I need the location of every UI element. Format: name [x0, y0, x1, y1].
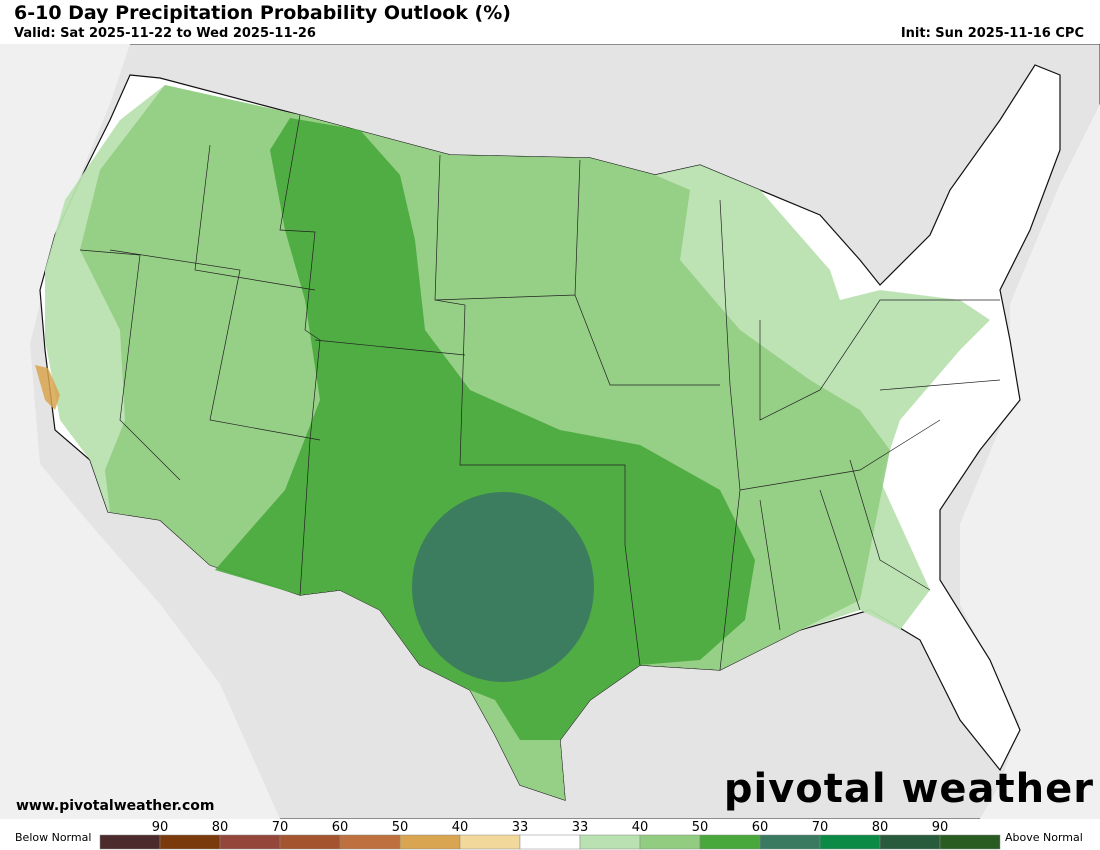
legend-tick-label: 60 — [752, 820, 769, 835]
legend-tick-label: 80 — [212, 820, 229, 835]
legend-swatch — [939, 834, 1001, 850]
legend-tick-label: 33 — [512, 820, 529, 835]
legend-tick-label: 70 — [272, 820, 289, 835]
outlook-area-below-33-40 — [35, 365, 60, 410]
legend-swatch — [879, 834, 941, 850]
outlook-area-50-60 — [215, 118, 755, 740]
legend-left-label: Below Normal — [15, 831, 91, 844]
legend-swatch — [339, 834, 401, 850]
atlantic-ocean — [960, 104, 1100, 819]
legend-tick-label: 90 — [932, 820, 949, 835]
legend-swatch — [159, 834, 221, 850]
state-borders — [79, 114, 1001, 671]
legend-tick-label: 33 — [572, 820, 589, 835]
legend-right-label: Above Normal — [1005, 831, 1083, 844]
legend-tick-label: 40 — [632, 820, 649, 835]
legend-tick-label: 70 — [812, 820, 829, 835]
legend-swatch — [819, 834, 881, 850]
legend-tick-label: 50 — [692, 820, 709, 835]
outlook-area-60-70 — [412, 492, 594, 682]
legend-tick-label: 60 — [332, 820, 349, 835]
logo: pivotal weather — [723, 766, 1094, 812]
legend-tick-label: 80 — [872, 820, 889, 835]
legend-swatch — [519, 834, 581, 850]
valid-time: Valid: Sat 2025-11-22 to Wed 2025-11-26 — [14, 26, 316, 41]
legend-swatch — [759, 834, 821, 850]
legend-swatch — [459, 834, 521, 850]
init-time: Init: Sun 2025-11-16 CPC — [900, 26, 1084, 41]
legend-swatch — [399, 834, 461, 850]
legend-swatch — [699, 834, 761, 850]
legend-swatch — [219, 834, 281, 850]
pacific-ocean — [0, 44, 280, 819]
map — [0, 44, 1100, 819]
legend-swatch — [639, 834, 701, 850]
legend: Below Normal Above Normal 90 80 70 60 50 40 33… — [15, 820, 1083, 850]
legend-tick-label: 40 — [452, 820, 469, 835]
legend-tick-label: 50 — [392, 820, 409, 835]
website: www.pivotalweather.com — [16, 798, 215, 814]
legend-swatch — [279, 834, 341, 850]
legend-tick-label: 90 — [152, 820, 169, 835]
title: 6-10 Day Precipitation Probability Outlo… — [14, 2, 511, 24]
legend-swatch — [99, 834, 161, 850]
legend-swatch — [579, 834, 641, 850]
